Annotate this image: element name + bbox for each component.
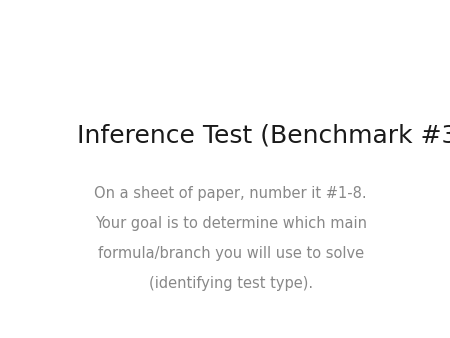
Text: On a sheet of paper, number it #1-8.: On a sheet of paper, number it #1-8. bbox=[94, 186, 367, 201]
Text: Inference Test (Benchmark #3): Inference Test (Benchmark #3) bbox=[77, 124, 450, 148]
Text: formula/branch you will use to solve: formula/branch you will use to solve bbox=[98, 246, 364, 261]
Text: Your goal is to determine which main: Your goal is to determine which main bbox=[94, 216, 367, 231]
Text: (identifying test type).: (identifying test type). bbox=[148, 276, 313, 291]
